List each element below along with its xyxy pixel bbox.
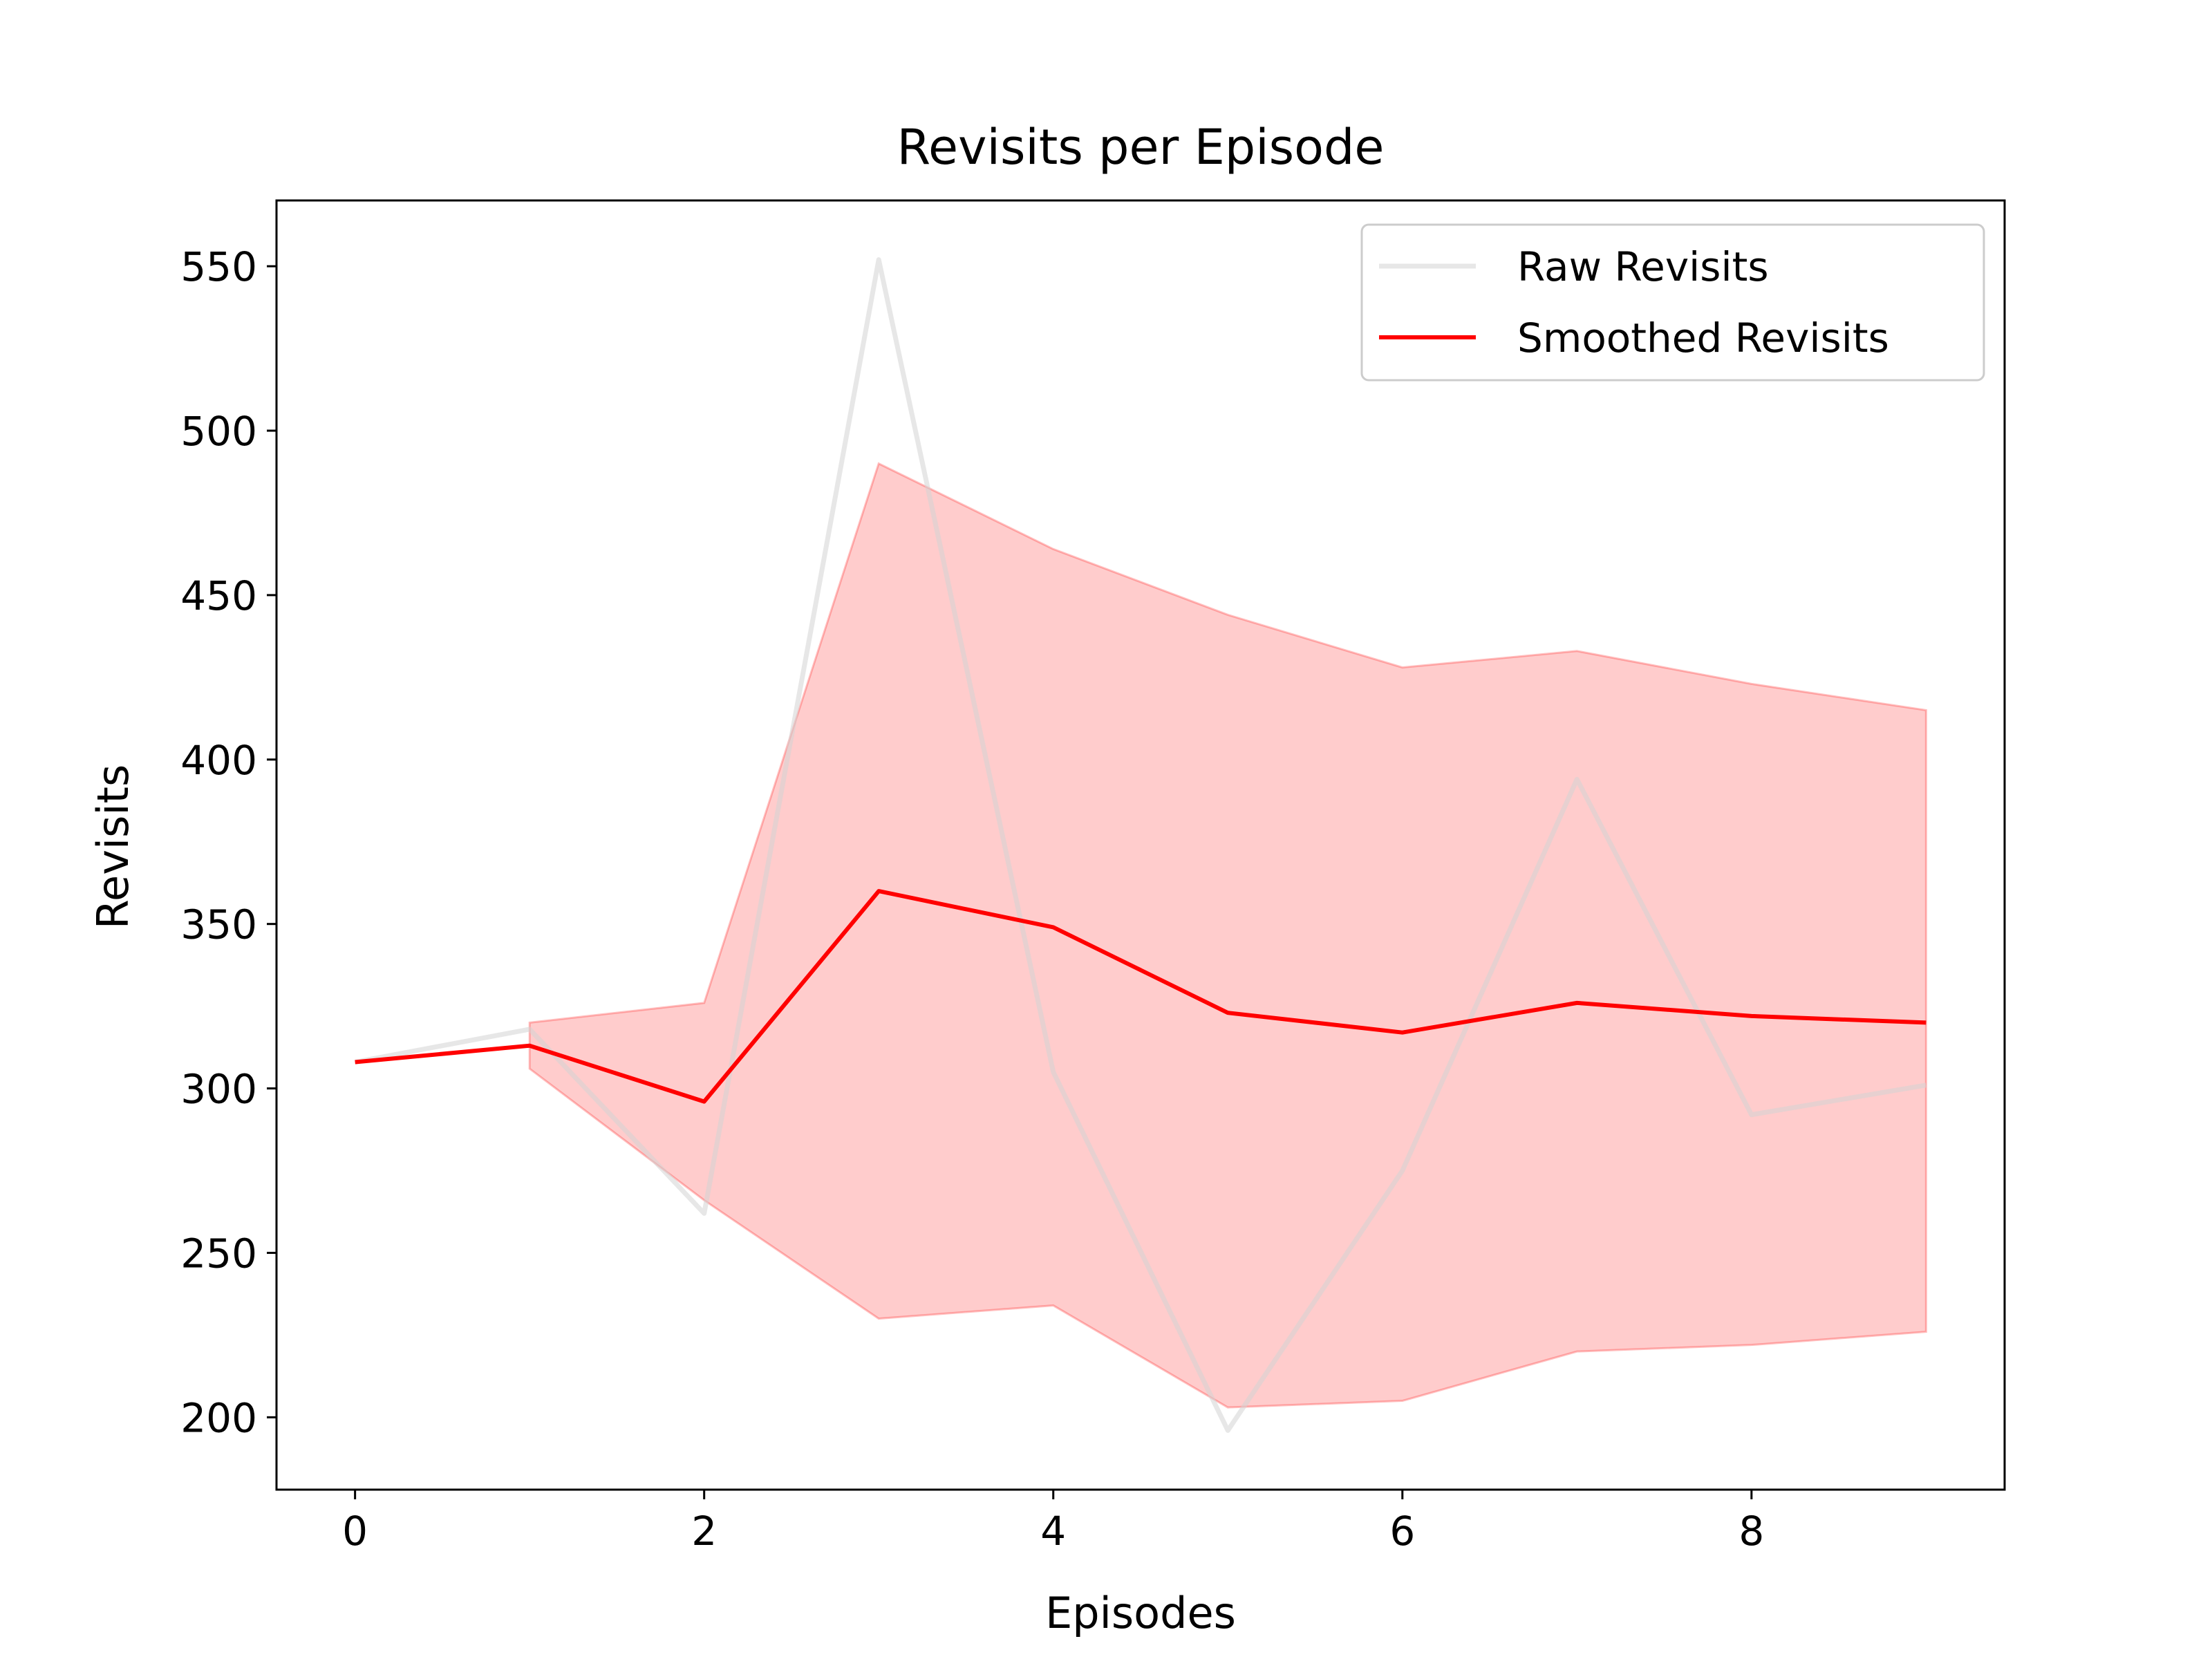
smoothed-revisits-line [355,889,1927,1104]
y-tick-label: 550 [180,243,257,290]
raw-revisits-line [354,257,1927,1433]
y-tick-label: 250 [180,1230,257,1277]
axis-ticks: 0 2 4 6 8 200 250 300 350 400 450 500 550 [180,243,1764,1555]
legend-label-smoothed: Smoothed Revisits [1517,315,1889,362]
y-tick-label: 200 [180,1394,257,1441]
y-tick-label: 450 [180,572,257,619]
legend-box [1360,223,1985,382]
plot-area [354,257,1927,1433]
legend: Raw Revisits Smoothed Revisits [1360,223,1985,382]
y-tick-label: 500 [180,408,257,455]
y-tick-label: 350 [180,901,257,948]
x-tick-label: 0 [342,1508,368,1555]
y-tick-label: 300 [180,1066,257,1113]
x-tick-label: 4 [1040,1508,1066,1555]
x-tick-label: 2 [691,1508,717,1555]
smoothed-band [528,462,1927,1409]
legend-label-raw: Raw Revisits [1517,243,1769,290]
x-tick-label: 8 [1738,1508,1764,1555]
x-tick-label: 6 [1389,1508,1415,1555]
chart-title: Revisits per Episode [897,119,1385,176]
x-axis-label: Episodes [1045,1588,1236,1638]
y-tick-label: 400 [180,737,257,784]
y-axis-label: Revisits [88,765,138,930]
axes-frame [275,199,2006,1491]
